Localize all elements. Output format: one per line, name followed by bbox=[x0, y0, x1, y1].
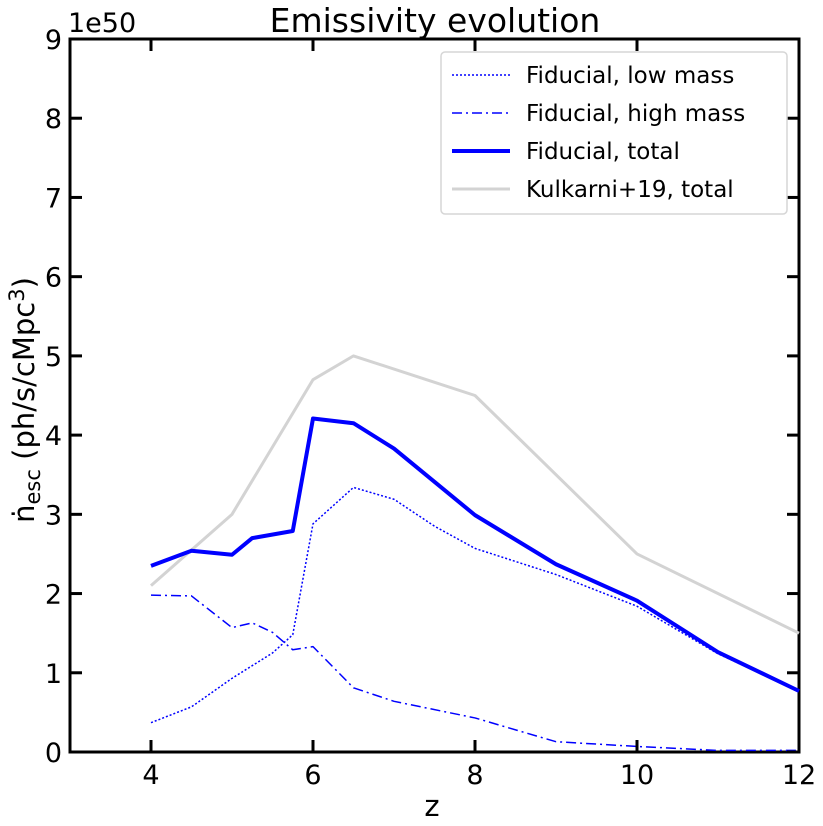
y-label-sub: esc bbox=[21, 469, 45, 504]
y-tick-label: 8 bbox=[45, 104, 62, 135]
x-tick-label: 6 bbox=[304, 760, 321, 791]
legend-label: Kulkarni+19, total bbox=[526, 177, 734, 203]
legend-label: Fiducial, total bbox=[526, 139, 680, 165]
series-layer bbox=[150, 354, 800, 752]
series-line-kulkarni-19-total bbox=[150, 354, 800, 635]
series-line-fiducial-high-mass bbox=[150, 594, 799, 752]
y-tick-label: 2 bbox=[45, 580, 62, 611]
chart-title: Emissivity evolution bbox=[270, 1, 601, 40]
x-axis-label: z bbox=[424, 789, 439, 823]
legend: Fiducial, low mass Fiducial, high mass Fid… bbox=[440, 51, 788, 215]
y-offset-label: 1e50 bbox=[68, 8, 136, 39]
y-tick-label: 6 bbox=[45, 263, 62, 294]
x-tick-label: 12 bbox=[782, 760, 816, 791]
legend-box bbox=[440, 51, 788, 215]
x-tick-label: 10 bbox=[620, 760, 654, 791]
legend-label: Fiducial, low mass bbox=[526, 63, 734, 89]
y-axis-label: ṅesc (ph/s/cMpc3) bbox=[5, 277, 45, 523]
legend-label: Fiducial, high mass bbox=[526, 101, 745, 127]
y-tick-label: 1 bbox=[45, 659, 62, 690]
x-tick-label: 4 bbox=[142, 760, 159, 791]
y-tick-label: 0 bbox=[45, 738, 62, 769]
y-label-close: ) bbox=[7, 277, 41, 288]
axes-frame bbox=[68, 37, 801, 754]
y-label-main: ṅ bbox=[7, 505, 41, 523]
y-tick-label: 3 bbox=[45, 500, 62, 531]
y-tick-label: 5 bbox=[45, 342, 62, 373]
x-tick-label: 8 bbox=[466, 760, 483, 791]
y-tick-label: 4 bbox=[45, 421, 62, 452]
y-tick-label: 7 bbox=[45, 183, 62, 214]
series-line-fiducial-total bbox=[150, 416, 800, 693]
y-tick-label: 9 bbox=[45, 25, 62, 56]
y-label-sup: 3 bbox=[5, 288, 29, 301]
y-label-rest: (ph/s/cMpc bbox=[7, 302, 41, 469]
series-line-fiducial-low-mass bbox=[150, 486, 800, 724]
